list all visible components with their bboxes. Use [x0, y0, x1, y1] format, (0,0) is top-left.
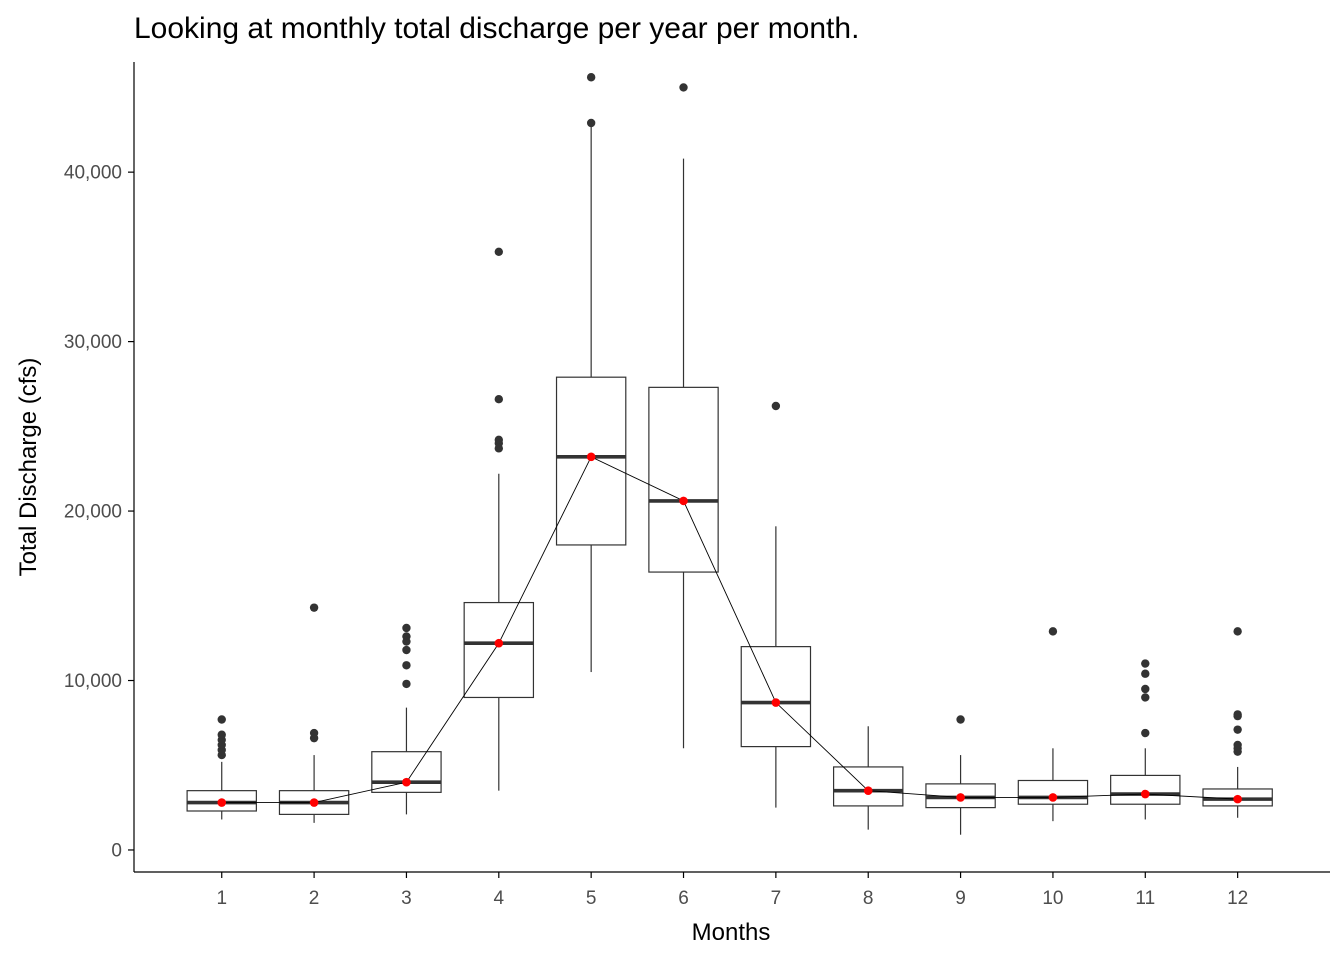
y-tick-label: 30,000 — [64, 332, 122, 353]
outlier-point — [1233, 740, 1242, 750]
outlier-point — [956, 715, 965, 724]
x-tick-label: 5 — [586, 888, 597, 909]
x-tick-label: 7 — [771, 888, 782, 909]
median-point — [494, 638, 504, 648]
outlier-point — [1141, 659, 1150, 668]
outlier-point — [771, 401, 781, 411]
axes-layer — [133, 62, 1330, 873]
outlier-point — [494, 395, 504, 404]
x-axis-label: Months — [692, 919, 771, 946]
y-ticks-layer: 0 10,000 20,000 30,000 40,000 — [64, 163, 134, 861]
outlier-point — [1141, 693, 1150, 702]
box-month-8 — [832, 726, 904, 830]
outlier-point — [586, 73, 596, 82]
x-tick-label: 11 — [1135, 888, 1155, 909]
outlier-point — [1141, 728, 1150, 738]
boxes-layer — [186, 73, 1273, 835]
box-iqr — [463, 601, 535, 699]
x-tick-label: 3 — [401, 888, 412, 909]
y-tick-label: 0 — [111, 840, 122, 861]
y-tick-label: 20,000 — [64, 502, 122, 523]
outlier-point — [1141, 669, 1150, 678]
outlier-point — [402, 632, 411, 641]
box-iqr — [648, 386, 719, 573]
outlier-point — [309, 603, 319, 612]
box-month-9 — [925, 715, 996, 835]
x-tick-label: 10 — [1042, 888, 1063, 909]
outlier-point — [1233, 725, 1242, 734]
outlier-point — [309, 728, 319, 738]
chart-title: Looking at monthly total discharge per y… — [134, 12, 860, 45]
outlier-point — [402, 623, 411, 633]
outlier-point — [1048, 627, 1058, 636]
median-point — [1140, 789, 1150, 799]
x-tick-label: 8 — [863, 888, 874, 909]
outlier-point — [1233, 627, 1242, 636]
outlier-point — [1141, 684, 1150, 694]
median-point — [586, 452, 596, 462]
outlier-point — [402, 661, 411, 670]
box-month-6 — [648, 83, 719, 749]
outlier-point — [402, 645, 411, 655]
box-month-12 — [1202, 627, 1273, 818]
outlier-point — [679, 83, 688, 92]
median-point — [402, 777, 411, 787]
box-month-7 — [740, 401, 812, 808]
outlier-point — [217, 730, 226, 739]
median-point — [1233, 794, 1242, 804]
median-point — [863, 786, 873, 795]
median-line-layer — [217, 452, 1242, 807]
outlier-point — [494, 247, 504, 256]
x-tick-label: 2 — [309, 888, 320, 909]
median-point — [309, 798, 319, 807]
median-point — [771, 698, 781, 707]
y-tick-label: 40,000 — [64, 163, 122, 184]
x-tick-label: 1 — [216, 888, 227, 909]
outlier-point — [217, 715, 226, 724]
box-month-2 — [278, 603, 350, 823]
median-point — [1048, 793, 1058, 802]
y-tick-label: 10,000 — [64, 671, 122, 692]
y-axis-label: Total Discharge (cfs) — [15, 358, 42, 577]
outlier-point — [494, 435, 504, 445]
median-point — [217, 798, 227, 807]
x-ticks-layer: 1 2 3 4 5 6 7 8 9 10 11 12 — [216, 872, 1248, 909]
box-month-4 — [463, 247, 535, 791]
outlier-point — [402, 679, 411, 689]
median-point — [679, 496, 688, 506]
outlier-point — [1233, 710, 1242, 719]
box-iqr — [740, 646, 812, 748]
x-tick-label: 9 — [955, 888, 966, 909]
box-month-10 — [1017, 627, 1089, 822]
x-tick-label: 4 — [494, 888, 505, 909]
outlier-point — [586, 118, 596, 128]
x-tick-label: 6 — [678, 888, 689, 909]
box-month-5 — [555, 73, 627, 673]
x-tick-label: 12 — [1227, 888, 1248, 909]
median-point — [956, 793, 965, 802]
median-trend-line — [221, 456, 1238, 803]
